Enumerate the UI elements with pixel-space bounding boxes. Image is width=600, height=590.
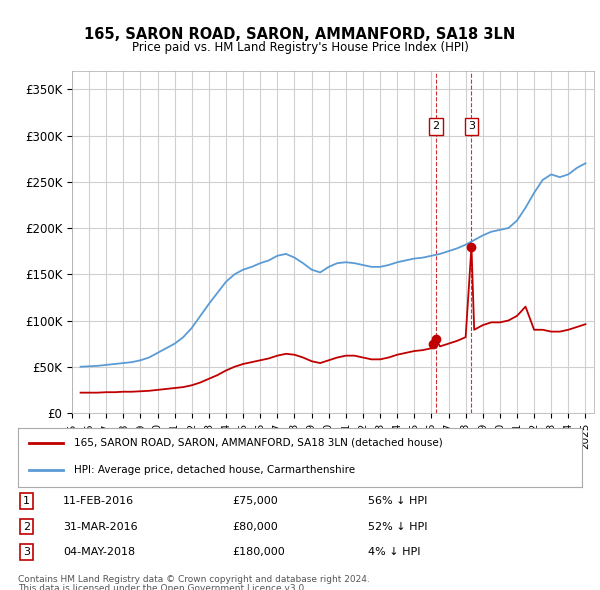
Text: 3: 3 [468,122,475,132]
Text: 2: 2 [23,522,30,532]
Text: 1: 1 [23,496,30,506]
Text: HPI: Average price, detached house, Carmarthenshire: HPI: Average price, detached house, Carm… [74,466,356,475]
Text: £75,000: £75,000 [232,496,278,506]
Text: 31-MAR-2016: 31-MAR-2016 [63,522,138,532]
Text: 56% ↓ HPI: 56% ↓ HPI [368,496,427,506]
Text: 2: 2 [432,122,439,132]
Text: This data is licensed under the Open Government Licence v3.0.: This data is licensed under the Open Gov… [18,584,307,590]
Text: Contains HM Land Registry data © Crown copyright and database right 2024.: Contains HM Land Registry data © Crown c… [18,575,370,584]
Text: 52% ↓ HPI: 52% ↓ HPI [368,522,427,532]
Text: 04-MAY-2018: 04-MAY-2018 [63,547,135,557]
Text: £180,000: £180,000 [232,547,285,557]
Text: 165, SARON ROAD, SARON, AMMANFORD, SA18 3LN (detached house): 165, SARON ROAD, SARON, AMMANFORD, SA18 … [74,438,443,447]
Text: 3: 3 [23,547,30,557]
Text: 11-FEB-2016: 11-FEB-2016 [63,496,134,506]
Text: 165, SARON ROAD, SARON, AMMANFORD, SA18 3LN: 165, SARON ROAD, SARON, AMMANFORD, SA18 … [85,27,515,41]
Text: £80,000: £80,000 [232,522,278,532]
Text: Price paid vs. HM Land Registry's House Price Index (HPI): Price paid vs. HM Land Registry's House … [131,41,469,54]
Text: 4% ↓ HPI: 4% ↓ HPI [368,547,420,557]
